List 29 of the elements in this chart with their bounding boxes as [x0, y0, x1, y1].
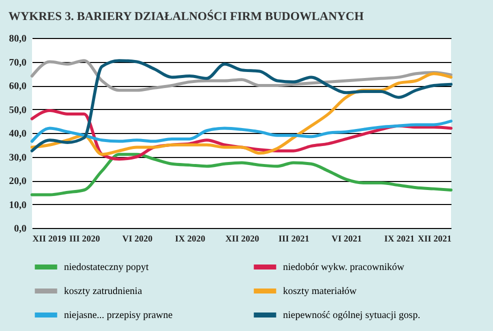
legend-label: koszty materiałów [283, 286, 358, 297]
line-series [30, 59, 452, 92]
y-tick-label: 20,0 [9, 176, 26, 187]
y-tick-label: 50,0 [9, 104, 26, 116]
x-tick-label: III 2020 [69, 234, 101, 244]
x-tick-label: XII 2020 [225, 234, 260, 244]
y-tick-label: 10,0 [9, 200, 26, 211]
y-tick-label: 70,0 [9, 57, 26, 68]
legend-label: niejasne... przepisy prawne [64, 310, 174, 321]
line-series [30, 59, 452, 152]
y-tick-label: 30,0 [9, 152, 26, 164]
legend-label: koszty zatrudnienia [64, 286, 143, 297]
x-tick-label: VI 2021 [331, 234, 362, 244]
legend-label: niepewność ogólnej sytuacji gosp. [283, 310, 420, 321]
x-tick-label: XII 2021 [418, 234, 452, 244]
line-series [30, 152, 452, 196]
x-tick-label: XII 2019 [32, 234, 67, 244]
y-tick-label: 0,0 [14, 224, 26, 234]
x-tick-label: III 2021 [278, 234, 310, 244]
y-tick-label: 40,0 [9, 128, 26, 140]
x-tick-label: VI 2020 [122, 234, 154, 244]
y-tick-label: 60,0 [9, 81, 26, 92]
line-series [30, 120, 452, 143]
chart-title: WYKRES 3. BARIERY DZIAŁALNOŚCI FIRM BUDOWLANYCH [8, 9, 364, 23]
legend-label: niedobór wykw. pracowników [283, 262, 406, 273]
y-tick-label: 80,0 [9, 34, 26, 44]
x-tick-label: IX 2021 [384, 234, 415, 244]
legend-label: niedostateczny popyt [64, 262, 149, 273]
x-tick-label: IX 2020 [174, 234, 206, 244]
